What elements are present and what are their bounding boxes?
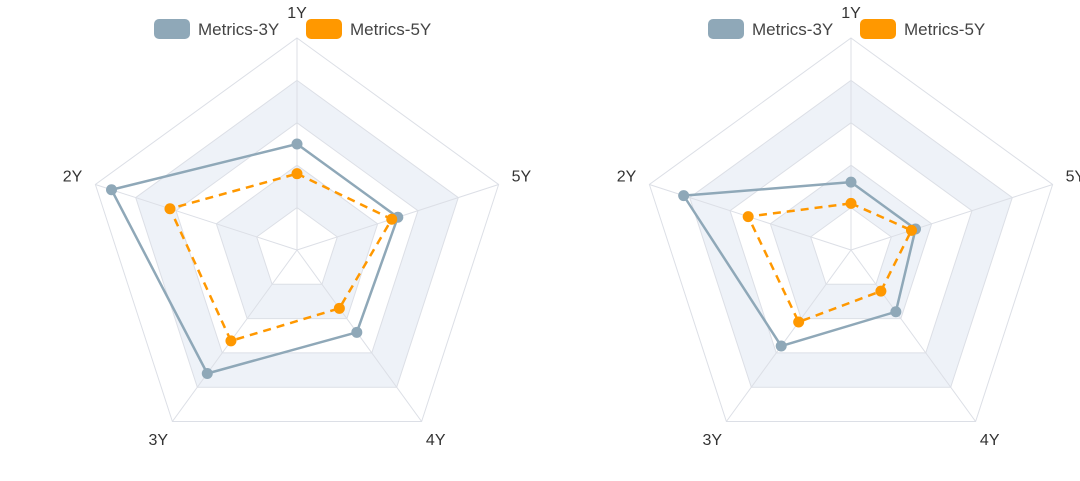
legend-label-metrics-5y[interactable]: Metrics-5Y: [904, 20, 985, 39]
axis-label-2y: 2Y: [63, 168, 83, 185]
axis-label-5y: 5Y: [512, 168, 532, 185]
legend-label-metrics-3y[interactable]: Metrics-3Y: [752, 20, 833, 39]
axis-label-4y: 4Y: [980, 432, 1000, 449]
axis-line-3y: [725, 249, 852, 422]
series-line-metrics-5y: [168, 172, 394, 343]
radar-chart-left-svg: 1Y 5Y 4Y 3Y 2Y Metrics-3Y Metrics-5Y: [63, 5, 532, 449]
data-point-metrics-5y-4y[interactable]: [333, 302, 345, 314]
legend-swatch-metrics-5y[interactable]: [306, 19, 342, 39]
axis-line-4y: [850, 249, 977, 422]
legend-swatch-metrics-5y[interactable]: [860, 19, 896, 39]
data-point-metrics-3y-2y[interactable]: [678, 190, 690, 202]
data-point-metrics-5y-3y[interactable]: [225, 335, 237, 347]
legend-label-metrics-3y[interactable]: Metrics-3Y: [198, 20, 279, 39]
data-point-metrics-3y-4y[interactable]: [890, 306, 902, 318]
data-point-metrics-5y-1y[interactable]: [291, 168, 303, 180]
axis-label-3y: 3Y: [702, 432, 722, 449]
data-point-metrics-3y-2y[interactable]: [106, 184, 118, 196]
legend-label-metrics-5y[interactable]: Metrics-5Y: [350, 20, 431, 39]
data-point-metrics-3y-3y[interactable]: [775, 340, 787, 352]
axis-label-4y: 4Y: [426, 432, 446, 449]
legend-swatch-metrics-3y[interactable]: [154, 19, 190, 39]
axis-label-5y: 5Y: [1066, 168, 1080, 185]
data-point-metrics-5y-4y[interactable]: [875, 285, 887, 297]
data-point-metrics-3y-4y[interactable]: [351, 326, 363, 338]
data-point-metrics-3y-1y[interactable]: [291, 138, 303, 150]
axis-line-2y: [95, 184, 298, 251]
radar-chart-right-svg: 1Y 5Y 4Y 3Y 2Y Metrics-3Y Metrics-5Y: [617, 5, 1080, 449]
series-line-metrics-3y: [682, 180, 917, 348]
data-point-metrics-5y-2y[interactable]: [742, 211, 754, 223]
data-point-metrics-5y-5y[interactable]: [905, 224, 917, 236]
data-point-metrics-5y-2y[interactable]: [164, 203, 176, 215]
axis-label-2y: 2Y: [617, 168, 637, 185]
data-point-metrics-3y-3y[interactable]: [201, 367, 213, 379]
axis-label-1y: 1Y: [287, 5, 307, 22]
data-point-metrics-5y-5y[interactable]: [386, 213, 398, 225]
series-line-metrics-5y: [746, 202, 913, 324]
radar-chart-right: 1Y 5Y 4Y 3Y 2Y Metrics-3Y Metrics-5Y: [554, 0, 1080, 481]
axis-line-3y: [171, 249, 298, 422]
axis-line-5y: [850, 184, 1053, 251]
data-point-metrics-5y-1y[interactable]: [845, 197, 857, 209]
axis-label-1y: 1Y: [841, 5, 861, 22]
data-point-metrics-5y-3y[interactable]: [793, 316, 805, 328]
series-line-metrics-3y: [110, 142, 400, 375]
legend-swatch-metrics-3y[interactable]: [708, 19, 744, 39]
axis-label-3y: 3Y: [148, 432, 168, 449]
data-point-metrics-3y-1y[interactable]: [845, 176, 857, 188]
radar-chart-left: 1Y 5Y 4Y 3Y 2Y Metrics-3Y Metrics-5Y: [63, 5, 532, 449]
